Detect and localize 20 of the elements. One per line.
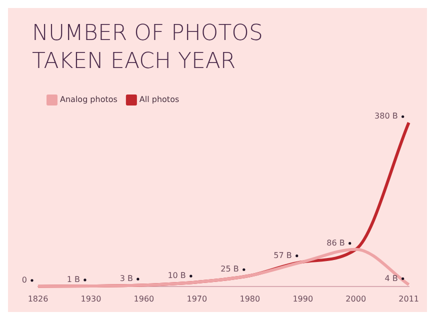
x-tick-label: 1970: [186, 294, 208, 304]
data-label: 1 B: [66, 275, 80, 284]
x-tick-label: 2000: [346, 294, 366, 304]
data-label: 86 B: [326, 238, 345, 248]
x-tick-label: 1930: [80, 294, 102, 304]
x-tick-label: 1826: [28, 294, 48, 304]
x-tick-label: 1960: [134, 294, 154, 304]
data-label: 3 B: [120, 274, 133, 284]
data-label: 380 B: [374, 112, 398, 121]
legend-label: Analog photos: [60, 95, 118, 104]
data-label: 4 B: [384, 274, 398, 283]
data-label: 10 B: [168, 271, 186, 280]
chart-title: NUMBER OF PHOTOS TAKEN EACH YEAR: [31, 20, 264, 76]
data-label: 25 B: [220, 264, 239, 274]
data-label: 0: [22, 275, 27, 284]
data-label: 57 B: [274, 250, 292, 260]
x-tick-label: 2011: [398, 294, 419, 304]
x-tick-label: 1990: [292, 294, 314, 304]
x-tick-label: 1980: [240, 294, 260, 304]
legend-label: All photos: [139, 95, 180, 104]
